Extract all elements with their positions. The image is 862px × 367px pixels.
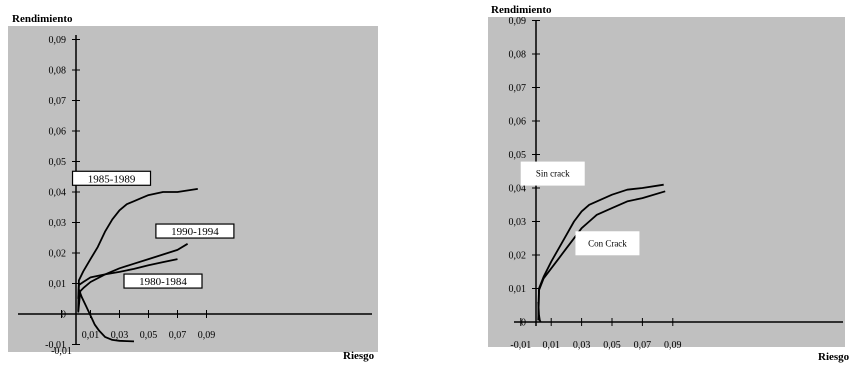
y-tick-label: -0,01 <box>45 340 66 351</box>
y-tick-label: 0,01 <box>49 279 67 290</box>
chart-panel-right: 0,09 0,08 0,07 0,06 0,05 0,04 0,03 0,02 0,01 0 -0,… <box>488 4 850 363</box>
series-line <box>537 183 664 321</box>
y-tick-label: 0,08 <box>509 50 527 61</box>
series-line <box>77 258 178 299</box>
series-label: Con Crack <box>588 238 627 248</box>
y-tick-label: 0 <box>61 310 66 321</box>
chart-panel-left: 0,09 0,08 0,07 0,06 0,05 0,04 0,03 0,02 0,01 0 -0,… <box>8 13 378 362</box>
x-axis-title: Riesgo <box>343 350 375 362</box>
y-tick-label: 0,07 <box>49 96 67 107</box>
series-label-box <box>520 161 585 186</box>
series-label: 1985-1989 <box>88 173 136 185</box>
series-label-box <box>123 273 203 289</box>
series-line <box>78 289 135 343</box>
x-tick-label: 0,07 <box>634 340 652 351</box>
x-axis-title: Riesgo <box>818 351 850 363</box>
y-tick-label: 0,09 <box>509 16 527 27</box>
x-tick-label: 0,05 <box>140 330 158 341</box>
x-tick-label: -0,01 <box>510 340 531 351</box>
y-tick-label: 0,02 <box>49 249 67 260</box>
series-line <box>77 188 198 311</box>
y-tick-label: 0,06 <box>49 127 67 138</box>
y-tick-label: 0,06 <box>509 117 527 128</box>
y-tick-label: 0,02 <box>509 251 527 262</box>
y-axis-title: Rendimiento <box>12 13 73 25</box>
y-tick-label: 0,09 <box>49 35 67 46</box>
x-tick-label: 0,01 <box>82 330 100 341</box>
y-tick-label: 0,04 <box>49 188 67 199</box>
series-label-box <box>155 223 235 239</box>
x-tick-label: 0,09 <box>664 340 682 351</box>
series-label-box <box>71 170 152 186</box>
x-tick-label: 0,03 <box>573 340 591 351</box>
y-tick-label: 0,03 <box>509 217 527 228</box>
x-tick-label: 0,05 <box>603 340 621 351</box>
x-tick-label: -0,01 <box>51 346 72 357</box>
y-tick-label: 0,07 <box>509 83 527 94</box>
y-tick-label: 0,05 <box>49 157 67 168</box>
x-tick-label: 0,03 <box>111 330 129 341</box>
x-tick-label: 0,09 <box>198 330 216 341</box>
series-label-box <box>575 231 640 256</box>
y-axis-title: Rendimiento <box>491 4 552 16</box>
series-line <box>537 301 542 323</box>
y-tick-label: 0 <box>521 318 526 329</box>
series-line <box>77 243 189 313</box>
y-tick-label: 0,03 <box>49 218 67 229</box>
series-label: Sin crack <box>536 169 570 179</box>
series-label: 1990-1994 <box>171 226 219 238</box>
y-tick-label: 0,04 <box>509 184 527 195</box>
y-tick-label: 0,08 <box>49 66 67 77</box>
y-tick-label: 0,01 <box>509 284 527 295</box>
series-label: 1980-1984 <box>139 276 187 288</box>
x-tick-label: 0,01 <box>542 340 560 351</box>
x-tick-label: 0,07 <box>169 330 187 341</box>
y-tick-label: 0,05 <box>509 150 527 161</box>
